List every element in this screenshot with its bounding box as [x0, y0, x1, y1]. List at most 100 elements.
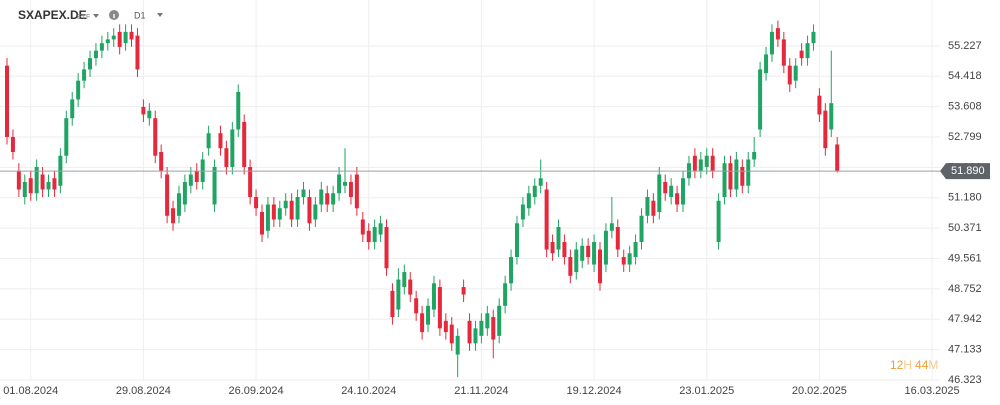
candle-body: [135, 35, 140, 70]
candle-body: [580, 245, 585, 261]
candle-body: [230, 129, 235, 167]
candle-body: [153, 118, 158, 156]
candle-body: [159, 151, 164, 171]
candle-body: [40, 174, 45, 190]
candle-body: [99, 43, 104, 51]
candle-body: [396, 279, 401, 310]
candle-body: [669, 185, 674, 197]
candle-body: [835, 144, 840, 172]
y-tick-label: 48.752: [948, 283, 982, 295]
candle-body: [449, 324, 454, 344]
candle-body: [224, 148, 229, 167]
candle-body: [194, 170, 199, 182]
header: SXAPEX.DE ETF D1: [18, 8, 163, 22]
candle-body: [360, 219, 365, 235]
candle-body: [348, 181, 353, 197]
x-tick-label: 23.01.2025: [679, 385, 734, 397]
candle-body: [692, 155, 697, 171]
candle-body: [532, 185, 537, 197]
candle-body: [212, 166, 217, 205]
y-tick-label: 52.799: [948, 131, 982, 143]
y-tick-label: 54.418: [948, 70, 982, 82]
candle-body: [408, 279, 413, 295]
candle-body: [568, 257, 573, 276]
y-tick-label: 50.371: [948, 222, 982, 234]
plot: 46.323 47.133 47.942 48.752 49.561 50.371 51.1…: [0, 0, 990, 397]
candle-body: [171, 208, 176, 224]
candle-body: [283, 200, 288, 209]
symbol: SXAPEX.DE: [18, 8, 87, 22]
candle-body: [271, 204, 276, 220]
info-icon-mark: [113, 14, 115, 18]
candle-body: [817, 95, 822, 115]
candle-body: [467, 320, 472, 344]
candle-body: [337, 174, 342, 194]
candle-body: [34, 166, 39, 194]
candle-body: [592, 242, 597, 265]
countdown-minutes: 44: [915, 358, 929, 372]
candle-body: [165, 174, 170, 216]
x-tick-label: 21.11.2024: [454, 385, 508, 397]
candle-body: [431, 283, 436, 310]
x-tick-label: 01.08.2024: [3, 385, 58, 397]
asset-class: ETF: [77, 14, 90, 21]
candle-body: [811, 31, 816, 44]
candle-body: [289, 200, 294, 220]
candle-body: [46, 181, 51, 190]
candle-body: [254, 196, 259, 209]
candle-body: [147, 110, 152, 119]
candle-body: [420, 313, 425, 333]
candle-body: [265, 204, 270, 231]
countdown-hours-unit: H: [903, 358, 912, 372]
candle-body: [710, 155, 715, 171]
candle-body: [455, 335, 460, 355]
candle-body: [509, 257, 514, 284]
candle-body: [52, 178, 57, 190]
candle-body: [414, 298, 419, 314]
last-price-label: 51.890: [951, 165, 985, 177]
candle-body: [141, 106, 146, 115]
candle-body: [437, 287, 442, 329]
candle-body: [503, 283, 508, 306]
candle-body: [343, 181, 348, 186]
candle-body: [16, 170, 21, 190]
candle-body: [123, 31, 128, 44]
candle-body: [621, 257, 626, 265]
candle-body: [556, 227, 561, 250]
candle-body: [236, 91, 241, 130]
candle-body: [93, 50, 98, 59]
timeframe-dropdown[interactable]: [157, 13, 163, 17]
candle-body: [76, 80, 81, 100]
countdown-minutes-unit: M: [928, 358, 938, 372]
candle-body: [70, 99, 75, 119]
candle-body: [722, 163, 727, 197]
candle-body: [390, 290, 395, 318]
y-tick-label: 49.561: [948, 252, 982, 264]
y-tick-label: 47.942: [948, 313, 982, 325]
countdown-hours: 12: [890, 358, 904, 372]
candle-body: [402, 272, 407, 288]
candle-body: [206, 133, 211, 149]
candle-body: [301, 189, 306, 197]
candle-body: [598, 249, 602, 284]
candle-body: [295, 196, 300, 220]
candle-body: [111, 35, 116, 40]
candle-body: [657, 174, 662, 213]
candle-body: [633, 242, 638, 258]
candle-body: [176, 193, 181, 216]
candle-body: [354, 174, 359, 209]
candle-body: [746, 159, 751, 186]
candle-body: [716, 200, 721, 243]
candle-body: [645, 196, 650, 216]
candle-body: [129, 31, 134, 40]
candle-body: [259, 212, 264, 235]
candle-body: [485, 313, 490, 329]
candle-body: [473, 328, 478, 344]
candle-body: [520, 204, 525, 220]
symbol-dropdown[interactable]: [93, 14, 99, 18]
candle-body: [526, 193, 531, 209]
candle-body: [574, 249, 579, 273]
x-tick-label: 16.03.2025: [905, 385, 960, 397]
candle-body: [325, 193, 330, 205]
